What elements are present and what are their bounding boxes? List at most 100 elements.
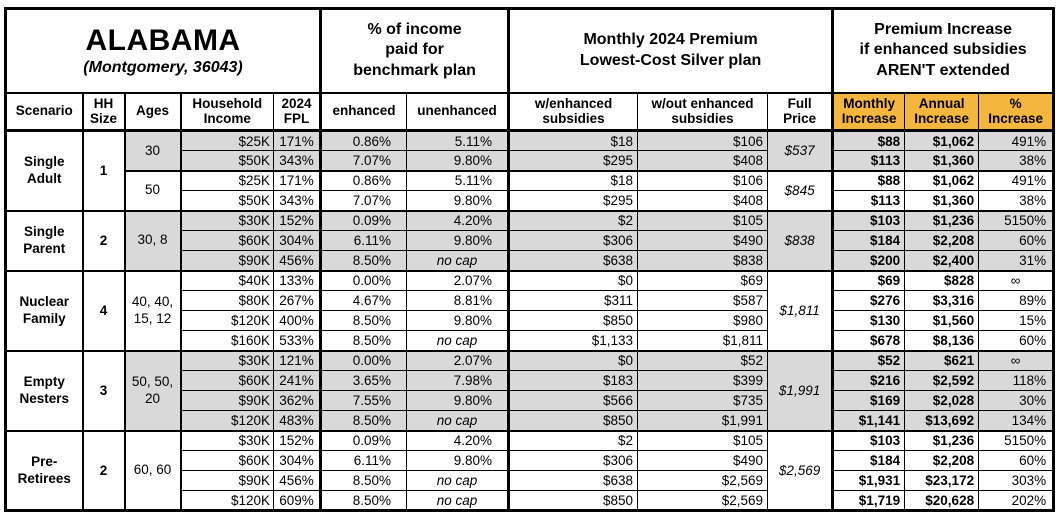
- cell-enhanced: 7.55%: [319, 390, 408, 412]
- cell-annual_increase: $8,136: [904, 330, 980, 352]
- scenario-cell: Pre- Retirees: [5, 429, 83, 512]
- cell-w_enhanced: $311: [507, 290, 639, 312]
- cell-fpl: 267%: [272, 290, 322, 312]
- cell-annual_increase: $2,208: [904, 450, 980, 472]
- col-header-scenario: Scenario: [5, 91, 83, 133]
- cell-unenhanced: 4.20%: [406, 209, 510, 232]
- cell-wo_enhanced: $1,811: [637, 330, 769, 352]
- table-row: $50K 343% 7.07% 9.80% $295 $408 $113 $1,360 38%: [6, 190, 1055, 212]
- cell-unenhanced: no cap: [406, 410, 510, 432]
- cell-monthly_increase: $1,931: [831, 470, 906, 492]
- cell-enhanced: 4.67%: [319, 290, 408, 312]
- ages-cell: 50: [123, 169, 181, 212]
- cell-unenhanced: 2.07%: [406, 349, 510, 372]
- cell-wo_enhanced: $408: [637, 150, 769, 172]
- cell-income: $30K: [179, 349, 274, 372]
- cell-fpl: 456%: [272, 250, 322, 272]
- cell-monthly_increase: $130: [831, 310, 906, 332]
- cell-w_enhanced: $566: [507, 390, 639, 412]
- cell-enhanced: 8.50%: [319, 470, 408, 492]
- cell-income: $160K: [179, 330, 274, 352]
- table-body: Single Adult 1 30 $25K 171% 0.86% 5.11% $18 $106…: [5, 129, 1055, 512]
- cell-income: $30K: [179, 209, 274, 232]
- cell-w_enhanced: $0: [507, 349, 639, 372]
- cell-enhanced: 8.50%: [319, 490, 408, 512]
- cell-enhanced: 8.50%: [319, 310, 408, 332]
- table-row: $90K 456% 8.50% no cap $638 $2,569 $1,931 $23,1…: [6, 470, 1055, 492]
- cell-income: $120K: [179, 490, 274, 512]
- cell-enhanced: 8.50%: [319, 250, 408, 272]
- cell-enhanced: 8.50%: [319, 330, 408, 352]
- cell-w_enhanced: $18: [507, 169, 639, 192]
- cell-w_enhanced: $638: [507, 470, 639, 492]
- cell-w_enhanced: $306: [507, 230, 639, 252]
- cell-pct_increase: 5150%: [978, 429, 1055, 452]
- cell-monthly_increase: $200: [831, 250, 906, 272]
- cell-income: $50K: [179, 150, 274, 172]
- group-header-premium: Monthly 2024 Premium Lowest-Cost Silver …: [507, 8, 834, 94]
- cell-fpl: 456%: [272, 470, 322, 492]
- cell-monthly_increase: $103: [831, 209, 906, 232]
- cell-w_enhanced: $183: [507, 370, 639, 392]
- cell-enhanced: 0.86%: [319, 129, 408, 152]
- cell-wo_enhanced: $735: [637, 390, 769, 412]
- cell-wo_enhanced: $69: [637, 269, 769, 292]
- cell-annual_increase: $1,360: [904, 150, 980, 172]
- col-header-unenhanced: unenhanced: [406, 91, 510, 133]
- cell-pct_increase: 118%: [978, 370, 1055, 392]
- cell-fpl: 171%: [272, 169, 322, 192]
- table-row: Pre- Retirees 2 60, 60 $30K 152% 0.09% 4.20% $2…: [5, 429, 1055, 512]
- cell-unenhanced: 2.07%: [406, 269, 510, 292]
- cell-pct_increase: 303%: [978, 470, 1055, 492]
- table-row: $120K 609% 8.50% no cap $850 $2,569 $1,719 $20,…: [6, 490, 1055, 512]
- cell-w_enhanced: $850: [507, 410, 639, 432]
- ages-cell: 40, 40, 15, 12: [123, 269, 181, 352]
- cell-enhanced: 6.11%: [319, 230, 408, 252]
- cell-income: $90K: [179, 250, 274, 272]
- hh-size-cell: 3: [81, 349, 125, 432]
- table-row: $60K 241% 3.65% 7.98% $183 $399 $216 $2,592 118%: [6, 370, 1055, 392]
- cell-enhanced: 6.11%: [319, 450, 408, 472]
- cell-unenhanced: 4.20%: [406, 429, 510, 452]
- cell-pct_increase: 15%: [978, 310, 1055, 332]
- cell-unenhanced: 8.81%: [406, 290, 510, 312]
- cell-income: $50K: [179, 190, 274, 212]
- cell-fpl: 400%: [272, 310, 322, 332]
- cell-monthly_increase: $103: [831, 429, 906, 452]
- cell-wo_enhanced: $587: [637, 290, 769, 312]
- cell-annual_increase: $13,692: [904, 410, 980, 432]
- cell-pct_increase: 89%: [978, 290, 1055, 312]
- cell-fpl: 343%: [272, 190, 322, 212]
- cell-unenhanced: 9.80%: [406, 390, 510, 412]
- cell-wo_enhanced: $490: [637, 230, 769, 252]
- cell-annual_increase: $1,560: [904, 310, 980, 332]
- cell-w_enhanced: $295: [507, 150, 639, 172]
- cell-annual_increase: $1,062: [904, 169, 980, 192]
- cell-pct_increase: 60%: [978, 230, 1055, 252]
- location-subtitle: (Montgomery, 36043): [83, 59, 243, 77]
- cell-unenhanced: no cap: [406, 470, 510, 492]
- cell-unenhanced: 5.11%: [406, 169, 510, 192]
- cell-enhanced: 0.00%: [319, 349, 408, 372]
- cell-fpl: 241%: [272, 370, 322, 392]
- scenario-cell: Empty Nesters: [5, 349, 83, 432]
- table-row: Nuclear Family 4 40, 40, 15, 12 $40K 133% 0.0…: [5, 269, 1055, 352]
- cell-annual_increase: $23,172: [904, 470, 980, 492]
- cell-wo_enhanced: $838: [637, 250, 769, 272]
- cell-wo_enhanced: $980: [637, 310, 769, 332]
- cell-enhanced: 0.09%: [319, 209, 408, 232]
- col-header-monthly-increase: Monthly Increase: [831, 91, 906, 133]
- cell-full-price: $2,569: [767, 429, 834, 512]
- cell-pct_increase: 60%: [978, 450, 1055, 472]
- cell-w_enhanced: $18: [507, 129, 639, 152]
- cell-monthly_increase: $276: [831, 290, 906, 312]
- cell-annual_increase: $1,360: [904, 190, 980, 212]
- cell-monthly_increase: $184: [831, 450, 906, 472]
- cell-w_enhanced: $295: [507, 190, 639, 212]
- cell-income: $30K: [179, 429, 274, 452]
- group-header-premium-increase: Premium Increase if enhanced subsidies A…: [831, 8, 1055, 94]
- cell-wo_enhanced: $105: [637, 209, 769, 232]
- cell-enhanced: 7.07%: [319, 150, 408, 172]
- cell-wo_enhanced: $105: [637, 429, 769, 452]
- header-band-row: ALABAMA (Montgomery, 36043) % of income …: [4, 8, 1055, 94]
